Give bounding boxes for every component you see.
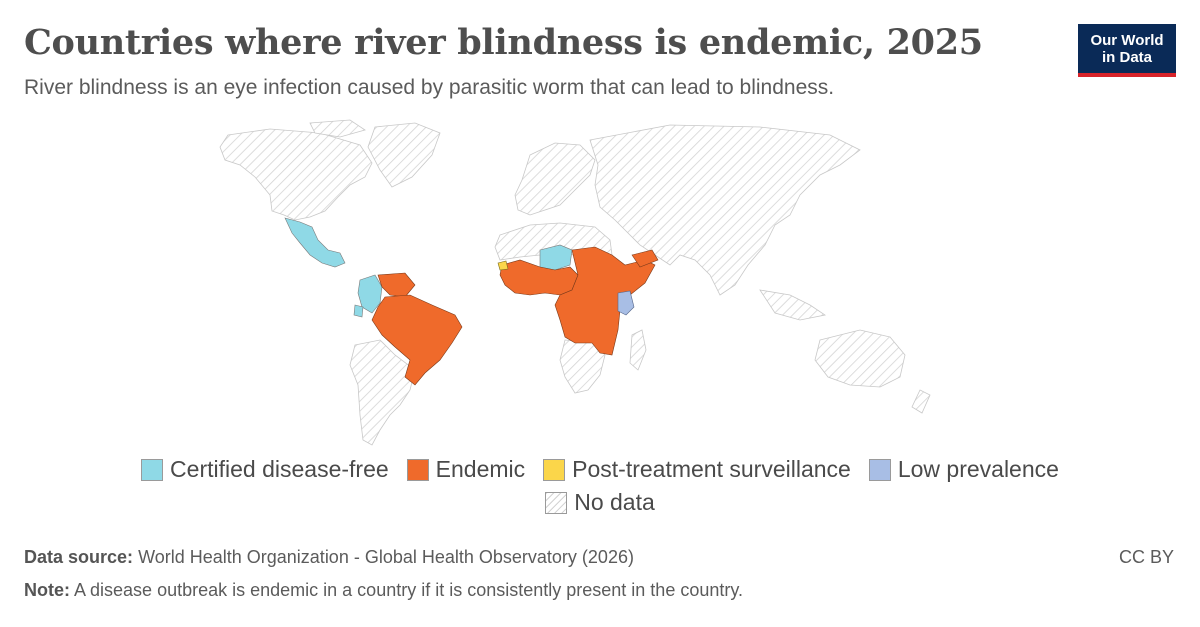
chart-note: Note: A disease outbreak is endemic in a…: [24, 580, 743, 601]
region-greenland[interactable]: [367, 122, 441, 188]
country-niger[interactable]: [539, 244, 573, 271]
chart-title: Countries where river blindness is endem…: [24, 22, 983, 63]
data-source-text[interactable]: World Health Organization - Global Healt…: [138, 547, 634, 567]
world-map[interactable]: [200, 115, 1000, 455]
region-new-zealand[interactable]: [911, 389, 931, 414]
country-yemen[interactable]: [631, 249, 659, 268]
license-link[interactable]: CC BY: [1118, 547, 1174, 567]
country-ecuador[interactable]: [353, 304, 364, 318]
legend-swatch-low-prevalence: [868, 458, 891, 481]
legend-swatch-certified: [141, 458, 164, 481]
legend-swatch-no-data: [545, 491, 568, 514]
region-se-asia[interactable]: [759, 289, 827, 321]
legend-item-surveillance[interactable]: Post-treatment surveillance: [543, 456, 851, 483]
region-asia[interactable]: [589, 124, 861, 296]
legend-label-surveillance: Post-treatment surveillance: [572, 456, 851, 482]
map-legend: Certified disease-free Endemic Post-trea…: [0, 456, 1200, 522]
legend-item-endemic[interactable]: Endemic: [406, 456, 526, 483]
legend-label-low-prevalence: Low prevalence: [897, 456, 1059, 482]
legend-label-endemic: Endemic: [435, 456, 526, 482]
note-label: Note:: [24, 580, 70, 600]
country-brazil[interactable]: [371, 294, 463, 386]
data-source-label: Data source:: [24, 547, 134, 567]
legend-label-certified: Certified disease-free: [170, 456, 389, 482]
region-north-america[interactable]: [219, 128, 373, 221]
country-colombia[interactable]: [357, 274, 383, 314]
region-madagascar[interactable]: [629, 329, 647, 371]
region-arctic-islands[interactable]: [309, 119, 366, 138]
legend-label-no-data: No data: [574, 489, 655, 515]
legend-item-low-prevalence[interactable]: Low prevalence: [868, 456, 1059, 483]
country-kenya[interactable]: [617, 290, 635, 316]
legend-item-certified[interactable]: Certified disease-free: [141, 456, 389, 483]
country-venezuela[interactable]: [377, 272, 416, 298]
legend-swatch-surveillance: [543, 458, 566, 481]
legend-swatch-endemic: [406, 458, 429, 481]
logo-line-1: Our World: [1090, 31, 1164, 49]
owid-logo[interactable]: Our World in Data: [1078, 24, 1176, 77]
region-europe[interactable]: [514, 142, 596, 216]
region-south-america[interactable]: [349, 339, 416, 446]
region-central-east-africa-endemic[interactable]: [554, 246, 656, 356]
note-text: A disease outbreak is endemic in a count…: [74, 580, 744, 600]
region-australia[interactable]: [814, 329, 906, 388]
chart-subtitle: River blindness is an eye infection caus…: [24, 76, 835, 99]
country-mexico[interactable]: [284, 217, 346, 268]
logo-line-2: in Data: [1101, 48, 1152, 66]
country-guinea-bissau[interactable]: [497, 260, 509, 271]
legend-item-no-data[interactable]: No data: [545, 489, 655, 516]
data-source: Data source: World Health Organization -…: [24, 547, 634, 568]
